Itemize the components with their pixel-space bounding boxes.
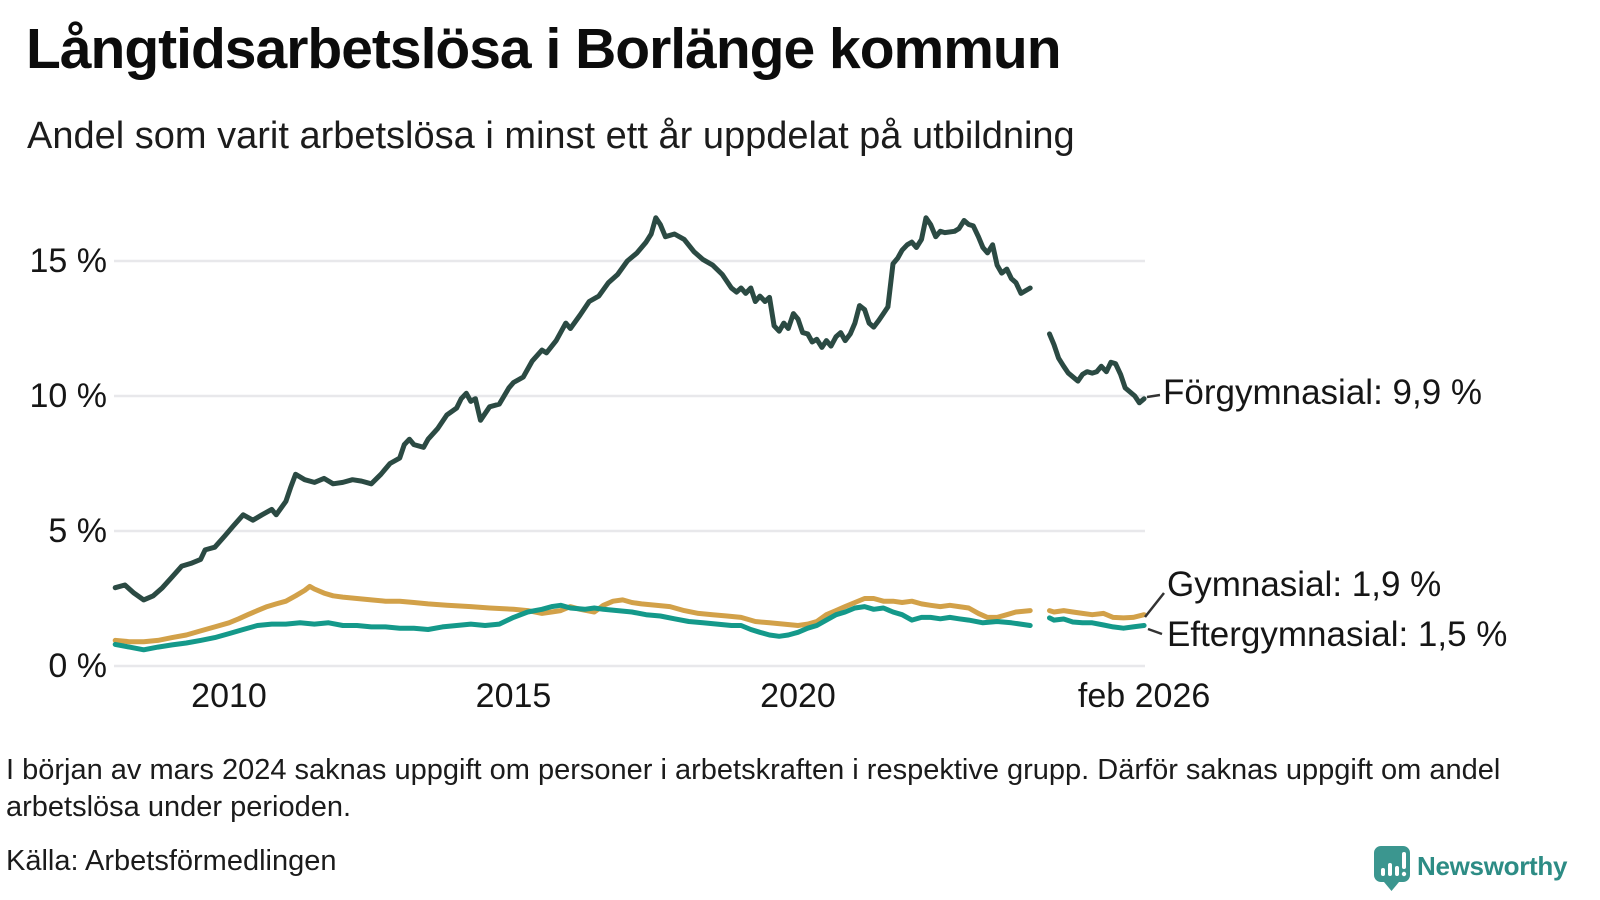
- connector-gymnasial: [1144, 592, 1165, 618]
- series-label-gymnasial: Gymnasial: 1,9 %: [1167, 565, 1442, 604]
- newsworthy-pin-icon: [1374, 846, 1410, 891]
- x-tick-2020: 2020: [760, 677, 836, 715]
- series-label-forgymnasial: Förgymnasial: 9,9 %: [1163, 373, 1483, 412]
- y-tick-5: 5 %: [48, 512, 107, 550]
- line-eftergymnasial-seg1: [1047, 615, 1147, 631]
- newsworthy-wordmark: Newsworthy: [1417, 851, 1568, 881]
- line-eftergymnasial-seg0: [112, 602, 1033, 653]
- page-subtitle: Andel som varit arbetslösa i minst ett å…: [27, 115, 1075, 157]
- line-gymnasial-seg0: [112, 583, 1033, 645]
- x-tick-feb-2026: feb 2026: [1077, 677, 1211, 715]
- line-förgymnasial-seg0: [112, 215, 1033, 603]
- connector-forgymnasial: [1146, 393, 1161, 399]
- x-tick-2010: 2010: [191, 677, 267, 715]
- x-tick-2015: 2015: [475, 677, 552, 715]
- y-tick-10: 10 %: [29, 377, 108, 415]
- footnote: I början av mars 2024 saknas uppgift om …: [6, 754, 1501, 823]
- connector-eftergymnasial: [1147, 627, 1163, 636]
- line-förgymnasial-seg1: [1047, 331, 1147, 406]
- source-credit: Källa: Arbetsförmedlingen: [6, 845, 337, 877]
- series-label-eftergymnasial: Eftergymnasial: 1,5 %: [1167, 615, 1508, 654]
- y-tick-0: 0 %: [48, 647, 107, 685]
- page-title: Långtidsarbetslösa i Borlänge kommun: [26, 17, 1062, 81]
- label-connectors: [1144, 393, 1165, 636]
- y-tick-15: 15 %: [29, 242, 108, 280]
- line-gymnasial-seg1: [1047, 608, 1147, 621]
- chart-series-lines: [112, 215, 1147, 653]
